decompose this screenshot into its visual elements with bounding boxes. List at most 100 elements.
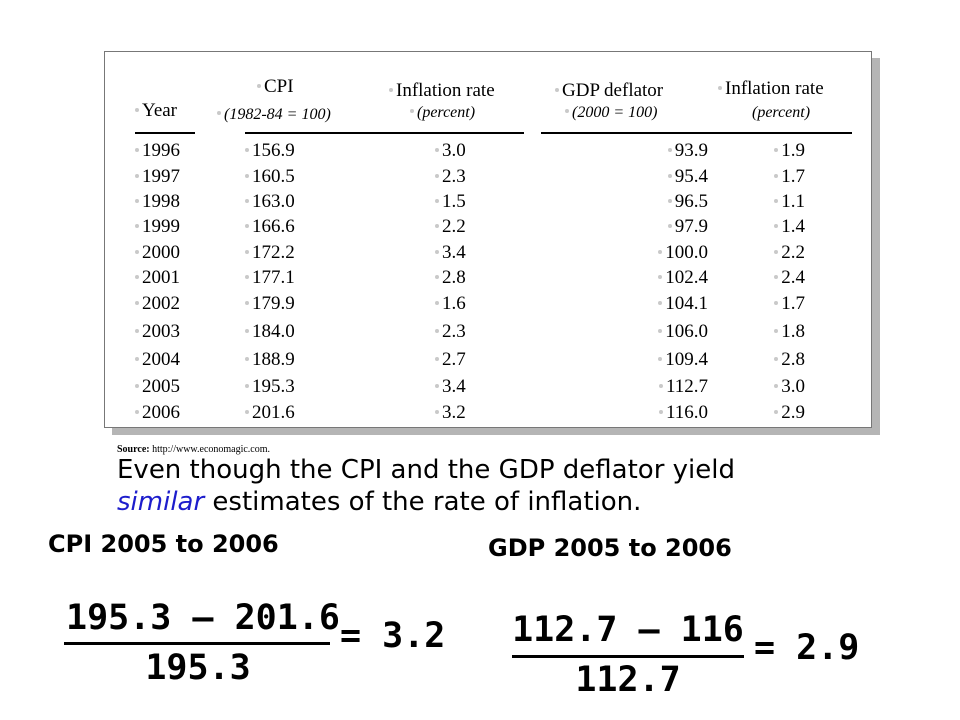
cell-text: 1997: [142, 166, 180, 187]
cell-text: 95.4: [674, 166, 708, 187]
header-rule-gdp: [541, 132, 852, 134]
cpi-cell: 163.0: [245, 191, 295, 213]
cell-text: 2006: [142, 402, 180, 423]
bullet-dot: [774, 328, 779, 333]
bullet-dot: [245, 383, 249, 388]
header-gdp-deflator: GDP deflator: [555, 80, 663, 102]
bullet-dot: [245, 198, 249, 203]
gdp-calc-numerator: 112.7 – 116: [512, 610, 744, 650]
cell-text: 1.1: [781, 191, 805, 212]
year-cell: 2003: [135, 321, 180, 343]
header-inflation-gdp: Inflation rate: [718, 78, 824, 100]
cell-text: 1.4: [781, 216, 805, 237]
bullet-dot: [435, 328, 439, 333]
bullet-dot: [135, 249, 139, 254]
cell-text: 179.9: [252, 293, 295, 314]
inflation-gdp-cell: 2.4: [774, 267, 805, 289]
cpi-cell: 188.9: [245, 349, 295, 371]
bullet-dot: [435, 173, 439, 178]
inflation-gdp-cell: 2.8: [774, 349, 805, 371]
cell-text: 2.8: [781, 349, 805, 370]
year-cell: 2005: [135, 376, 180, 398]
inflation-gdp-cell: 3.0: [774, 376, 805, 398]
bullet-dot: [774, 147, 779, 152]
bullet-dot: [774, 356, 779, 361]
bullet-dot: [245, 223, 249, 228]
inflation-gdp-cell: 1.7: [774, 166, 805, 188]
bullet-dot: [135, 409, 139, 414]
gdp-deflator-cell: 112.7: [658, 376, 708, 398]
cpi-calc-heading: CPI 2005 to 2006: [48, 530, 279, 558]
bullet-dot: [774, 409, 779, 414]
cpi-cell: 177.1: [245, 267, 295, 289]
bullet-dot: [245, 274, 249, 279]
gdp-deflator-cell: 93.9: [667, 140, 708, 162]
cell-text: 2002: [142, 293, 180, 314]
bullet-dot: [658, 300, 663, 305]
cell-text: 166.6: [252, 216, 295, 237]
cell-text: 2.8: [442, 267, 466, 288]
cell-text: 2.2: [442, 216, 466, 237]
bullet-dot: [435, 383, 439, 388]
bullet-dot: [135, 328, 139, 333]
bullet-dot: [245, 173, 249, 178]
year-cell: 2002: [135, 293, 180, 315]
inflation-gdp-cell: 1.1: [774, 191, 805, 213]
cell-text: 1999: [142, 216, 180, 237]
cpi-cell: 156.9: [245, 140, 295, 162]
year-cell: 1999: [135, 216, 180, 238]
header-inflation-cpi: Inflation rate: [389, 80, 495, 102]
inflation-cpi-cell: 2.7: [435, 349, 466, 371]
bullet-dot: [135, 383, 139, 388]
bullet-dot: [658, 328, 663, 333]
cell-text: 2000: [142, 242, 180, 263]
bullet-dot: [658, 383, 663, 388]
cpi-cell: 195.3: [245, 376, 295, 398]
bullet-dot: [774, 383, 779, 388]
gdp-deflator-cell: 102.4: [658, 267, 708, 289]
bullet-dot: [658, 249, 663, 254]
gdp-calc-result: = 2.9: [754, 628, 860, 668]
bullet-dot: [435, 147, 439, 152]
bullet-dot: [667, 223, 672, 228]
cell-text: 2.3: [442, 321, 466, 342]
cell-text: 1996: [142, 140, 180, 161]
cell-text: 3.4: [442, 376, 466, 397]
bullet-dot: [667, 173, 672, 178]
bullet-dot: [245, 328, 249, 333]
bullet-dot: [135, 198, 139, 203]
gdp-calc-fraction-bar: [512, 655, 744, 658]
bullet-dot: [135, 274, 139, 279]
cell-text: 1.5: [442, 191, 466, 212]
bullet-dot: [658, 274, 663, 279]
cell-text: 1.7: [781, 166, 805, 187]
year-cell: 2000: [135, 242, 180, 264]
cell-text: 104.1: [665, 293, 708, 314]
gdp-deflator-cell: 100.0: [658, 242, 708, 264]
bullet-dot: [135, 147, 139, 152]
cpi-cell: 160.5: [245, 166, 295, 188]
inflation-cpi-cell: 3.2: [435, 402, 466, 424]
cell-text: 2.4: [781, 267, 805, 288]
cpi-cell: 179.9: [245, 293, 295, 315]
cell-text: 195.3: [252, 376, 295, 397]
cell-text: 1.6: [442, 293, 466, 314]
year-cell: 1998: [135, 191, 180, 213]
cell-text: 112.7: [665, 376, 708, 397]
cell-text: 2.7: [442, 349, 466, 370]
gdp-deflator-cell: 97.9: [667, 216, 708, 238]
gdp-deflator-cell: 109.4: [658, 349, 708, 371]
cell-text: 100.0: [665, 242, 708, 263]
cpi-cell: 184.0: [245, 321, 295, 343]
bullet-dot: [435, 198, 439, 203]
cell-text: 97.9: [674, 216, 708, 237]
caption-highlight: similar: [117, 487, 205, 517]
cell-text: 3.4: [442, 242, 466, 263]
source-note: Source: http://www.economagic.com.: [117, 444, 271, 455]
cell-text: 1.7: [781, 293, 805, 314]
cell-text: 188.9: [252, 349, 295, 370]
bullet-dot: [774, 274, 779, 279]
cell-text: 184.0: [252, 321, 295, 342]
cell-text: 93.9: [674, 140, 708, 161]
bullet-dot: [245, 300, 249, 305]
